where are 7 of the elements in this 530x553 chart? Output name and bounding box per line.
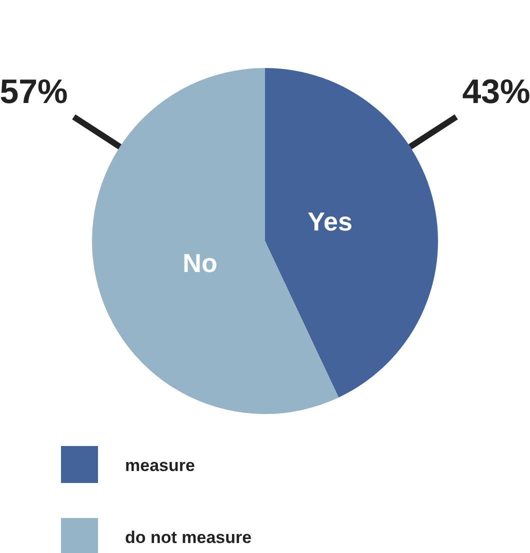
text: No <box>182 248 218 278</box>
data-label: 43% <box>462 72 530 111</box>
pie-slice <box>265 68 438 398</box>
data-label: 57% <box>0 72 68 111</box>
legend-label: do not measure <box>125 528 252 547</box>
text: Yes <box>308 206 352 236</box>
legend-label: measure <box>125 456 195 475</box>
